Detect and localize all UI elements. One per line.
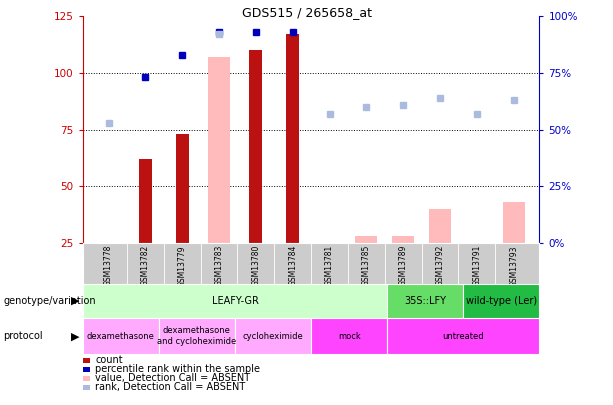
Text: wild-type (Ler): wild-type (Ler) [466,296,537,306]
Bar [387,318,539,354]
Text: ▶: ▶ [71,331,80,341]
Bar [429,209,451,243]
Text: LEAFY-GR: LEAFY-GR [211,296,259,306]
Text: percentile rank within the sample: percentile rank within the sample [95,364,260,374]
Text: value, Detection Call = ABSENT: value, Detection Call = ABSENT [95,373,250,383]
Text: GDS515 / 265658_at: GDS515 / 265658_at [242,6,371,19]
Text: GSM13785: GSM13785 [362,245,371,286]
Bar [235,318,311,354]
Bar [503,202,525,243]
Text: rank, Detection Call = ABSENT: rank, Detection Call = ABSENT [95,382,245,392]
Bar [139,159,152,243]
Bar [311,318,387,354]
Text: GSM13793: GSM13793 [509,245,518,286]
Text: dexamethasone: dexamethasone [87,332,154,341]
Bar [159,318,235,354]
Bar [356,236,378,243]
Text: count: count [95,356,123,365]
Bar [83,318,159,354]
Text: GSM13781: GSM13781 [325,245,334,286]
Bar [392,236,414,243]
Bar [83,284,387,318]
Bar [463,284,539,318]
Text: GSM13792: GSM13792 [435,245,444,286]
Text: ▶: ▶ [71,296,80,306]
Text: GSM13782: GSM13782 [141,245,150,286]
Text: GSM13791: GSM13791 [473,245,481,286]
Bar [286,34,299,243]
Bar [387,284,463,318]
Text: cycloheximide: cycloheximide [243,332,303,341]
Text: untreated: untreated [443,332,484,341]
Text: 35S::LFY: 35S::LFY [404,296,446,306]
Text: GSM13778: GSM13778 [104,245,113,286]
Text: GSM13789: GSM13789 [398,245,408,286]
Bar [249,50,262,243]
Text: GSM13784: GSM13784 [288,245,297,286]
Text: genotype/variation: genotype/variation [3,296,96,306]
Text: mock: mock [338,332,360,341]
Bar [208,57,230,243]
Text: GSM13779: GSM13779 [178,245,187,286]
Text: GSM13780: GSM13780 [251,245,261,286]
Text: protocol: protocol [3,331,43,341]
Text: dexamethasone
and cycloheximide: dexamethasone and cycloheximide [158,326,237,346]
Text: GSM13783: GSM13783 [215,245,224,286]
Bar [176,134,189,243]
